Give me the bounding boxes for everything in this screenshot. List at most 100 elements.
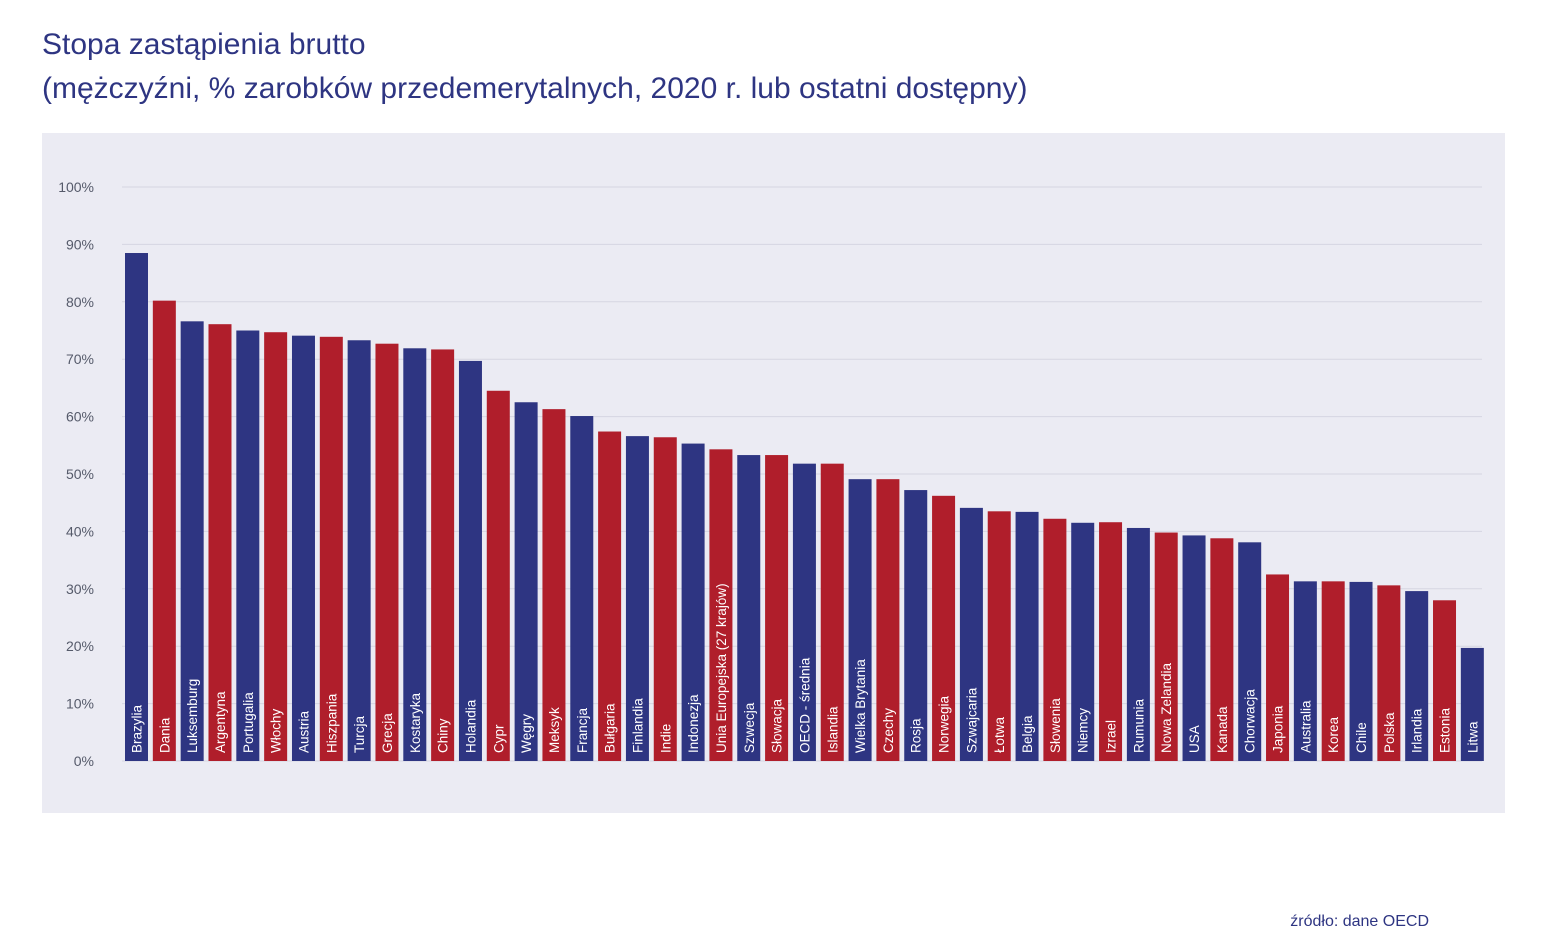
bar — [876, 479, 900, 761]
bar — [1182, 535, 1206, 761]
bar-category-label: Luksemburg — [185, 679, 200, 753]
bar — [1043, 518, 1067, 761]
y-tick-label: 20% — [66, 638, 94, 654]
y-tick-label: 90% — [66, 236, 94, 252]
bar — [625, 436, 649, 761]
bar-category-label: OECD - średnia — [797, 657, 812, 753]
bar — [180, 321, 204, 761]
y-axis-ticks: 0% 10% 20% 30% 40% 50% 60% 70% 80% 90% 100% — [58, 179, 94, 769]
bar — [1210, 538, 1234, 761]
bar — [1321, 581, 1345, 761]
bar-category-label: Bułgaria — [603, 703, 618, 753]
bar — [208, 324, 232, 761]
bar — [653, 437, 677, 761]
bar — [681, 443, 705, 761]
bar-category-label: Meksyk — [547, 707, 562, 753]
bar — [458, 360, 482, 761]
bar — [904, 490, 928, 761]
bar — [1015, 511, 1039, 761]
bar — [1349, 581, 1373, 761]
bar-category-label: Unia Europejska (27 krajów) — [714, 583, 729, 753]
bar-category-label: Szwecja — [742, 702, 757, 753]
chart-subtitle: (mężczyźni, % zarobków przedemerytalnych… — [42, 72, 1028, 105]
bar-category-label: Estonia — [1438, 707, 1453, 753]
bar-category-label: Chiny — [436, 718, 451, 753]
chart-title: Stopa zastąpienia brutto — [42, 28, 366, 61]
y-tick-label: 40% — [66, 523, 94, 539]
bar-category-label: USA — [1187, 725, 1202, 753]
bar-category-label: Węgry — [519, 714, 534, 753]
bar — [932, 495, 956, 761]
bar — [347, 340, 371, 761]
bar — [1377, 585, 1401, 761]
bar-category-label: Japonia — [1271, 705, 1286, 753]
bar — [319, 336, 343, 761]
bar-category-label: Włochy — [269, 708, 284, 753]
bar-category-label: Szwajcaria — [964, 687, 979, 753]
category-labels: Brazylia Dania Luksemburg Argentyna Portugal… — [130, 583, 1481, 753]
bar — [152, 300, 176, 761]
bar-category-label: Islandia — [825, 706, 840, 753]
bar — [1405, 591, 1429, 761]
y-tick-label: 80% — [66, 294, 94, 310]
bar — [1238, 542, 1262, 761]
bar — [1071, 522, 1095, 761]
bar-category-label: Finlandia — [630, 698, 645, 753]
bar — [264, 332, 288, 761]
bar-category-label: Indonezja — [686, 694, 701, 753]
y-tick-label: 30% — [66, 581, 94, 597]
bar-category-label: Hiszpania — [324, 693, 339, 753]
y-tick-label: 0% — [74, 753, 94, 769]
y-tick-label: 100% — [58, 179, 94, 195]
bar-category-label: Indie — [658, 724, 673, 753]
bar-category-label: Chorwacja — [1243, 689, 1258, 753]
bar — [1460, 647, 1484, 761]
bar-category-label: Kostaryka — [408, 692, 423, 753]
bar-category-label: Czechy — [881, 708, 896, 753]
bar — [598, 431, 622, 761]
y-tick-label: 10% — [66, 696, 94, 712]
bar-category-label: Kanada — [1215, 706, 1230, 753]
bar-category-label: Australia — [1298, 700, 1313, 753]
bar-category-label: Rosja — [909, 718, 924, 753]
bar-category-label: Polska — [1382, 712, 1397, 753]
bar-category-label: Dania — [157, 717, 172, 753]
bar-category-label: Słowacja — [770, 698, 785, 753]
bar-category-label: Słowenia — [1048, 698, 1063, 753]
bar — [291, 335, 315, 761]
bar-category-label: Niemcy — [1076, 708, 1091, 753]
bar — [1293, 581, 1317, 761]
bar-category-label: Korea — [1326, 716, 1341, 753]
bar-category-label: Turcja — [352, 716, 367, 753]
bars — [125, 253, 1484, 761]
bar-category-label: Łotwa — [992, 716, 1007, 753]
bar — [765, 455, 789, 761]
bar-category-label: Wielka Brytania — [853, 659, 868, 753]
bar — [737, 455, 761, 761]
y-tick-label: 50% — [66, 466, 94, 482]
bar — [1099, 522, 1123, 761]
bar-category-label: Norwegia — [937, 695, 952, 753]
bar-category-label: Argentyna — [213, 691, 228, 753]
bar-category-label: Izrael — [1104, 720, 1119, 753]
bar — [431, 349, 455, 761]
bar — [236, 330, 260, 761]
bar — [987, 511, 1011, 761]
bar — [709, 449, 733, 761]
bar — [1154, 532, 1178, 761]
bar — [820, 463, 844, 761]
bar — [542, 409, 566, 761]
bar — [792, 463, 816, 761]
bar-category-label: Francja — [575, 707, 590, 753]
bar-category-label: Brazylia — [130, 704, 145, 753]
bar — [486, 390, 510, 761]
bar — [1126, 527, 1150, 761]
bar — [848, 479, 872, 761]
bar-category-label: Litwa — [1465, 721, 1480, 753]
bar-category-label: Nowa Zelandia — [1159, 662, 1174, 753]
bar-category-label: Belgia — [1020, 715, 1035, 753]
y-tick-label: 60% — [66, 409, 94, 425]
chart-panel: 0% 10% 20% 30% 40% 50% 60% 70% 80% 90% 100% Brazyl… — [42, 133, 1505, 930]
y-tick-label: 70% — [66, 351, 94, 367]
bar-category-label: Cypr — [491, 724, 506, 753]
